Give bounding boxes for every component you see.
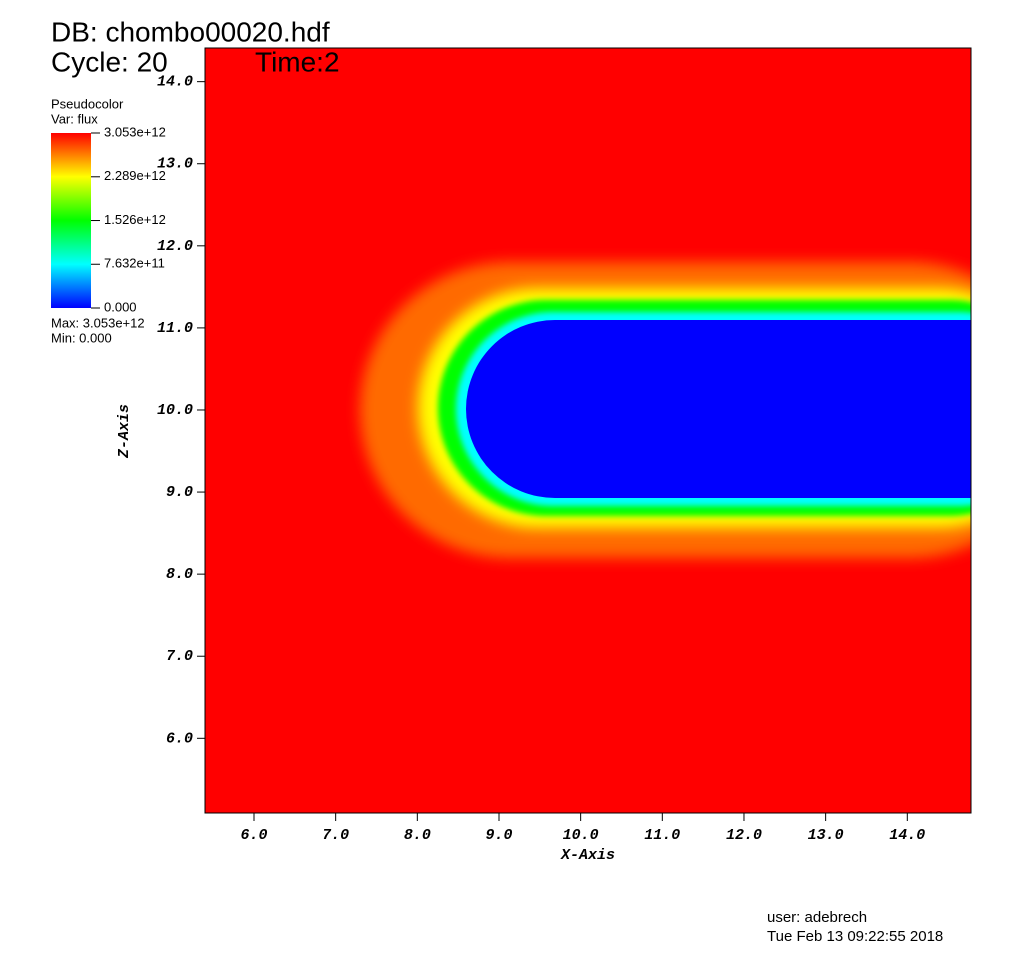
x-tick-label: 6.0 (240, 827, 267, 844)
cycle-label: Cycle: 20 (51, 46, 168, 77)
colorbar-tick-label: 2.289e+12 (104, 168, 166, 183)
x-tick-label: 9.0 (485, 827, 512, 844)
legend-title: Pseudocolor (51, 96, 124, 111)
x-tick-label: 12.0 (726, 827, 762, 844)
x-tick-label: 14.0 (889, 827, 925, 844)
db-label: DB: chombo00020.hdf (51, 16, 330, 47)
y-tick-label: 7.0 (166, 648, 193, 665)
y-tick-label: 10.0 (157, 402, 193, 419)
y-tick-label: 11.0 (157, 320, 193, 337)
legend-min: Min: 0.000 (51, 330, 112, 345)
y-tick-label: 13.0 (157, 156, 193, 173)
time-label: Time:2 (255, 46, 340, 77)
y-tick-label: 9.0 (166, 484, 193, 501)
colorbar (51, 133, 91, 308)
y-tick-label: 6.0 (166, 730, 193, 747)
colorbar-tick-label: 7.632e+11 (104, 256, 165, 271)
y-tick-label: 12.0 (157, 238, 193, 255)
y-axis-label: Z-Axis (116, 404, 133, 459)
colorbar-tick-label: 3.053e+12 (104, 124, 166, 139)
x-axis-label: X-Axis (560, 847, 615, 864)
y-tick-label: 14.0 (157, 74, 193, 91)
user-label: user: adebrech (767, 909, 867, 926)
y-tick-label: 8.0 (166, 566, 193, 583)
date-label: Tue Feb 13 09:22:55 2018 (767, 928, 943, 945)
plot-frame (204, 47, 972, 814)
x-tick-label: 10.0 (563, 827, 599, 844)
x-tick-label: 13.0 (808, 827, 844, 844)
field (205, 48, 971, 813)
x-tick-label: 7.0 (322, 827, 349, 844)
colorbar-tick-label: 0.000 (104, 299, 137, 314)
x-tick-label: 11.0 (644, 827, 680, 844)
legend-max: Max: 3.053e+12 (51, 315, 145, 330)
legend-var: Var: flux (51, 111, 98, 126)
colorbar-tick-label: 1.526e+12 (104, 212, 166, 227)
x-tick-label: 8.0 (404, 827, 431, 844)
